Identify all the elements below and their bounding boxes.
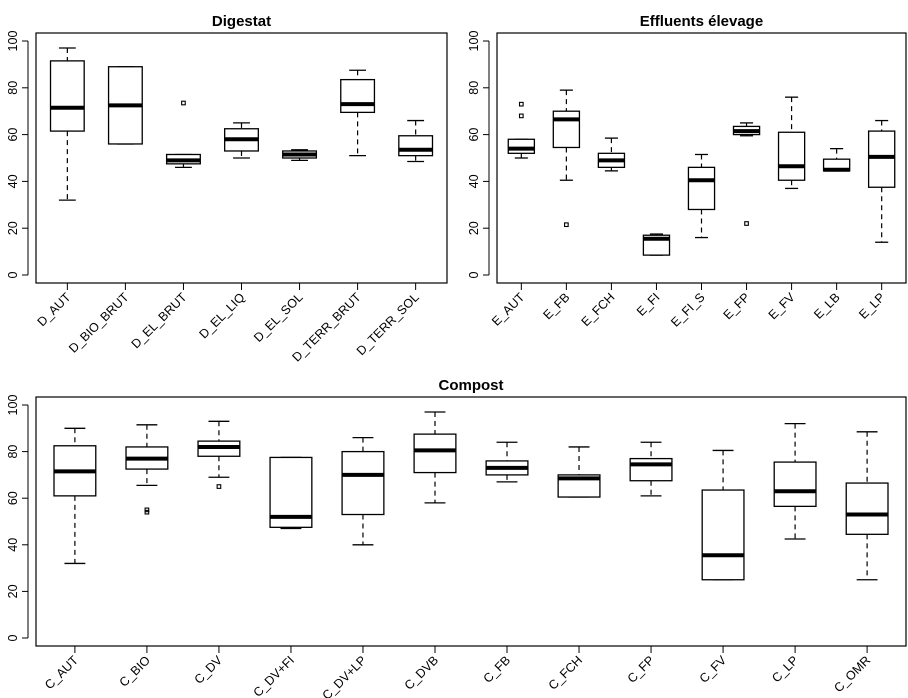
compost-title: Compost [439, 377, 504, 394]
digestat-box [398, 135, 434, 157]
compost-outlier [144, 509, 150, 515]
effluents-title: Effluents élevage [640, 13, 763, 30]
effluents-y-tick-label: 40 [467, 174, 481, 188]
effluents-category-label: E_LP [856, 290, 888, 322]
digestat-title: Digestat [212, 13, 271, 30]
digestat-outlier [181, 100, 186, 106]
effluents-category-label: E_FV [766, 290, 798, 322]
effluents-category-label: E_FB [540, 290, 572, 322]
digestat-y-tick-label: 100 [6, 31, 20, 52]
effluents-category-label: E_FCH [579, 290, 618, 329]
effluents-y-tick-label: 0 [467, 271, 481, 278]
effluents-box [867, 130, 896, 188]
digestat-y-tick-label: 80 [6, 81, 20, 95]
effluents-box [507, 138, 536, 154]
digestat-category-label: D_EL_SOL [251, 290, 306, 345]
digestat-category-label: D_EL_BRUT [129, 290, 190, 351]
compost-category-label: C_OMR [831, 653, 873, 695]
compost-category-label: C_BIO [117, 653, 154, 690]
compost-box [341, 450, 385, 516]
digestat-category-label: D_AUT [35, 290, 74, 329]
compost-category-label: C_FV [697, 653, 730, 686]
effluents-outlier [518, 113, 524, 119]
compost-category-label: C_DV+FI [251, 653, 298, 698]
compost-category-label: C_LP [769, 653, 801, 685]
effluents-box [777, 131, 806, 181]
effluents-y-tick-label: 100 [467, 31, 481, 52]
effluents-box [552, 110, 581, 149]
digestat-y-tick-label: 20 [6, 221, 20, 235]
compost-y-tick-label: 60 [6, 491, 20, 505]
compost-outlier [216, 484, 222, 489]
effluents-y-tick-label: 20 [467, 221, 481, 235]
compost-y-tick-label: 100 [6, 395, 20, 416]
compost-category-label: C_DV [192, 653, 226, 687]
compost-category-label: C_AUT [42, 653, 81, 692]
effluents-category-label: E_FI [634, 290, 663, 319]
compost-box [557, 474, 601, 498]
digestat-y-tick-label: 0 [6, 271, 20, 278]
digestat-y-tick-label: 40 [6, 174, 20, 188]
compost-box [773, 461, 817, 508]
compost-category-label: C_FCH [546, 653, 585, 692]
digestat-box [340, 78, 376, 114]
compost-y-tick-label: 0 [6, 634, 20, 641]
digestat-box [49, 60, 85, 132]
effluents-category-label: E_AUT [489, 290, 528, 329]
compost-box [845, 482, 889, 535]
compost-category-label: C_FP [625, 653, 657, 685]
digestat-y-tick-label: 60 [6, 128, 20, 142]
effluents-y-tick-label: 80 [467, 81, 481, 95]
compost-y-tick-label: 20 [6, 584, 20, 598]
compost-box [701, 489, 745, 581]
digestat-category-label: D_BIO_BRUT [66, 290, 132, 356]
compost-y-tick-label: 80 [6, 445, 20, 459]
compost-category-label: C_DVB [402, 653, 441, 692]
compost-box [413, 433, 457, 474]
effluents-outlier [518, 101, 524, 107]
effluents-box [687, 166, 716, 211]
effluents-outlier [744, 221, 749, 226]
effluents-category-label: E_FP [721, 290, 753, 322]
digestat-category-label: D_TERR_SOL [354, 290, 422, 358]
digestat-category-label: D_EL_LIQ [196, 290, 247, 341]
effluents-category-label: E_LB [811, 290, 843, 322]
effluents-y-tick-label: 60 [467, 128, 481, 142]
compost-plot-frame [35, 396, 907, 647]
compost-category-label: C_FB [481, 653, 513, 685]
compost-category-label: C_DV+LP [320, 653, 369, 698]
compost-y-tick-label: 40 [6, 538, 20, 552]
compost-box [629, 457, 673, 482]
effluents-category-label: E_FI_S [668, 290, 707, 329]
effluents-outlier [564, 222, 569, 228]
